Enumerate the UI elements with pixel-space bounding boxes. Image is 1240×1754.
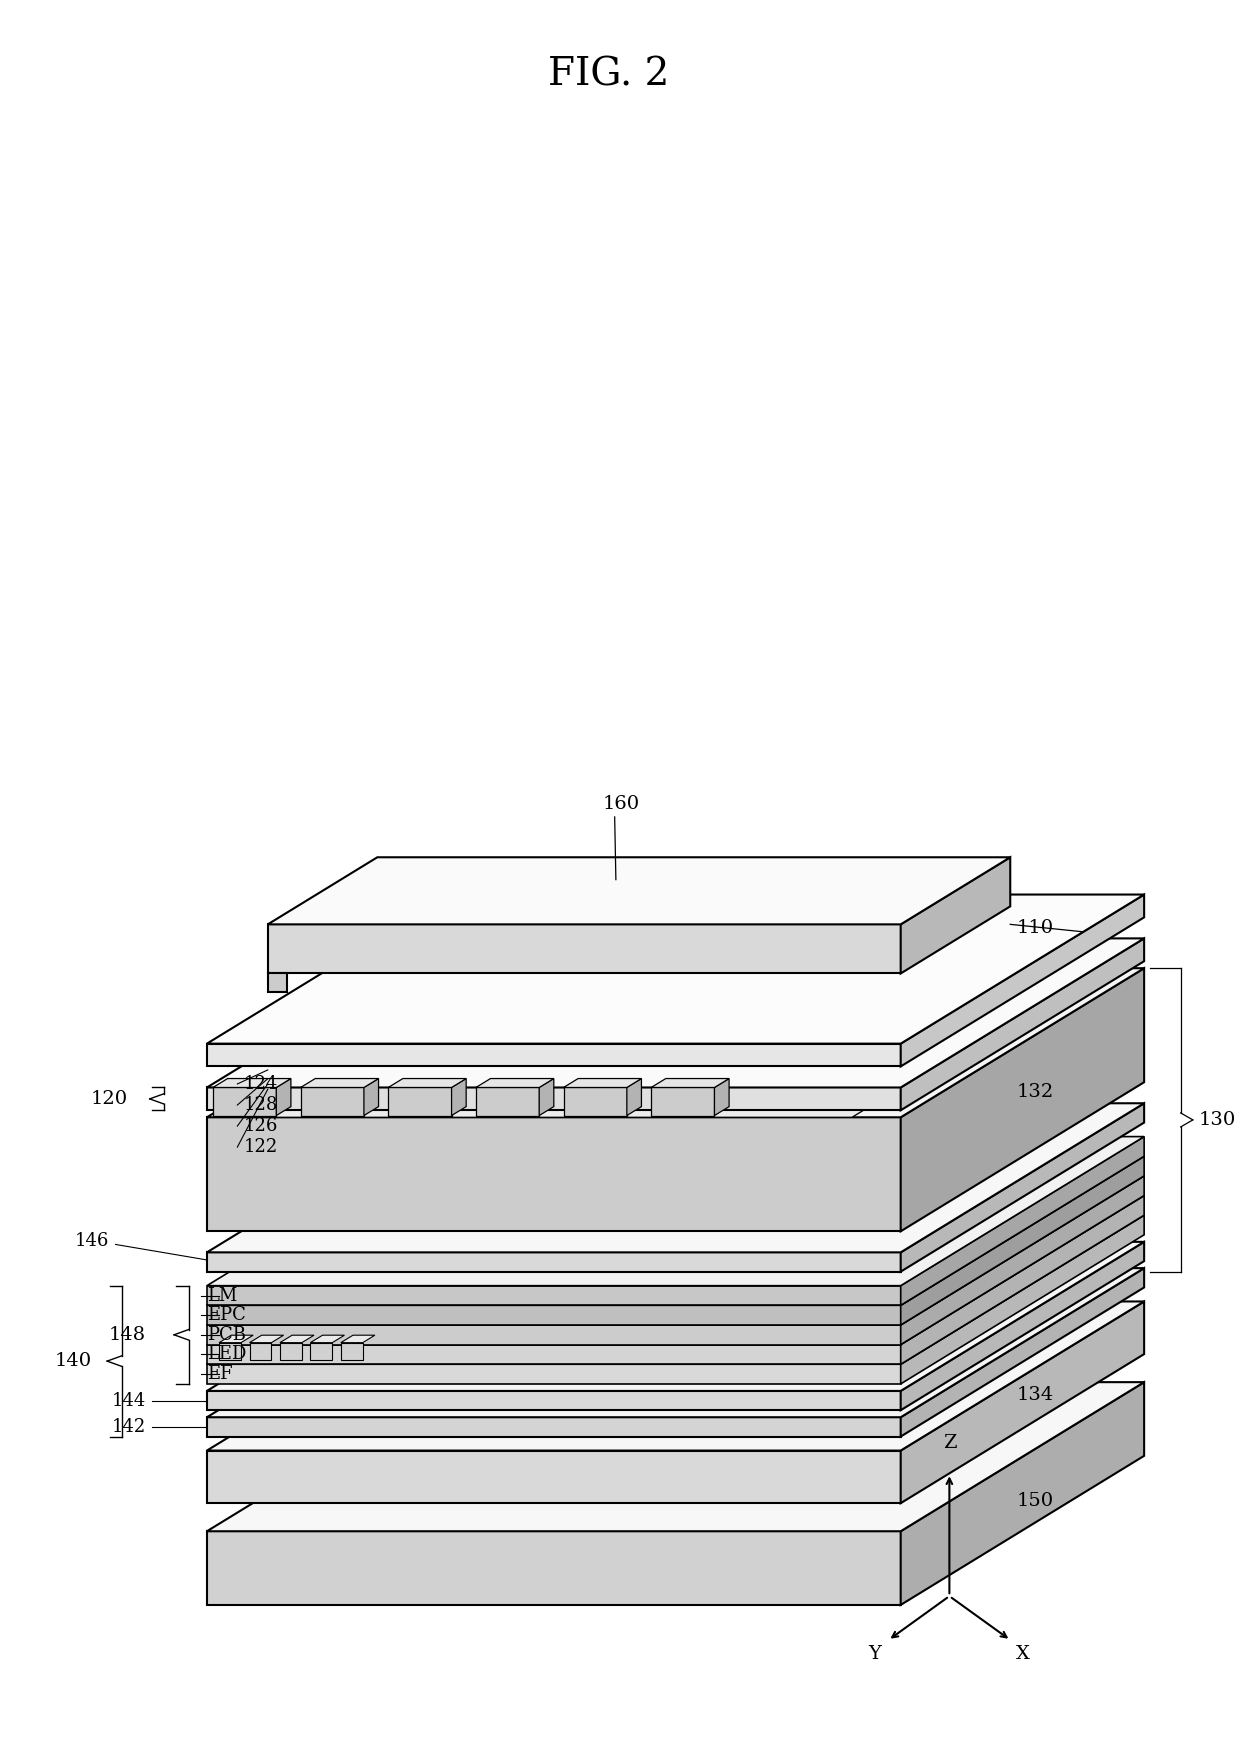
Polygon shape [900, 1103, 1145, 1272]
Polygon shape [207, 1216, 1145, 1365]
Text: 150: 150 [1017, 1493, 1054, 1510]
Polygon shape [207, 1382, 1145, 1531]
Polygon shape [651, 1079, 729, 1087]
Polygon shape [268, 973, 288, 993]
Polygon shape [476, 1087, 539, 1116]
Polygon shape [207, 1252, 900, 1272]
Text: LED: LED [207, 1345, 247, 1363]
Polygon shape [207, 1117, 900, 1231]
Polygon shape [900, 895, 1145, 1066]
Text: 124: 124 [243, 1075, 278, 1093]
Text: 126: 126 [243, 1117, 278, 1135]
Polygon shape [280, 1342, 301, 1361]
Polygon shape [207, 1286, 900, 1305]
Text: Y: Y [868, 1645, 882, 1663]
Polygon shape [900, 1242, 1145, 1410]
Text: 142: 142 [112, 1417, 146, 1437]
Polygon shape [207, 1451, 900, 1503]
Polygon shape [300, 1087, 363, 1116]
Polygon shape [714, 1079, 729, 1116]
Polygon shape [207, 1242, 1145, 1391]
Polygon shape [249, 1342, 272, 1361]
Polygon shape [900, 938, 1145, 1110]
Polygon shape [277, 1079, 291, 1116]
Polygon shape [388, 1079, 466, 1087]
Polygon shape [900, 1156, 1145, 1324]
Text: PCB: PCB [207, 1326, 246, 1344]
Polygon shape [341, 1335, 374, 1342]
Polygon shape [476, 1079, 554, 1087]
Polygon shape [207, 1196, 1145, 1345]
Polygon shape [300, 1079, 378, 1087]
Text: LM: LM [207, 1286, 237, 1305]
Text: EF: EF [207, 1365, 233, 1384]
Polygon shape [563, 1087, 627, 1116]
Polygon shape [207, 1044, 900, 1066]
Polygon shape [207, 1156, 1145, 1305]
Text: 132: 132 [1017, 1084, 1054, 1102]
Polygon shape [268, 858, 1011, 924]
Polygon shape [900, 1301, 1145, 1503]
Polygon shape [207, 1531, 900, 1605]
Polygon shape [900, 1137, 1145, 1305]
Text: EPC: EPC [207, 1307, 246, 1324]
Polygon shape [310, 1335, 345, 1342]
Text: 160: 160 [603, 795, 640, 814]
Polygon shape [255, 991, 1059, 1117]
Polygon shape [280, 1335, 314, 1342]
Text: 110: 110 [1017, 919, 1054, 937]
Polygon shape [388, 1087, 451, 1116]
Polygon shape [207, 1175, 1145, 1324]
Polygon shape [900, 968, 1145, 1231]
Text: 120: 120 [91, 1089, 128, 1109]
Polygon shape [627, 1079, 641, 1116]
Polygon shape [219, 1335, 253, 1342]
Polygon shape [249, 1335, 284, 1342]
Text: Z: Z [942, 1435, 956, 1452]
Polygon shape [451, 1079, 466, 1116]
Polygon shape [207, 938, 1145, 1087]
Text: 144: 144 [112, 1391, 146, 1410]
Text: X: X [1016, 1645, 1029, 1663]
Text: 148: 148 [109, 1326, 146, 1344]
Polygon shape [207, 1301, 1145, 1451]
Polygon shape [207, 1391, 900, 1410]
Polygon shape [207, 1324, 900, 1345]
Polygon shape [207, 1268, 1145, 1417]
Polygon shape [207, 1087, 900, 1110]
Text: 140: 140 [55, 1352, 92, 1370]
Polygon shape [900, 1382, 1145, 1605]
Polygon shape [207, 1305, 900, 1324]
Polygon shape [900, 1196, 1145, 1365]
Text: 134: 134 [1017, 1386, 1054, 1403]
Text: 128: 128 [243, 1096, 278, 1114]
Polygon shape [207, 895, 1145, 1044]
Polygon shape [213, 1079, 291, 1087]
Polygon shape [207, 1417, 900, 1437]
Polygon shape [900, 1268, 1145, 1437]
Polygon shape [207, 1345, 900, 1365]
Polygon shape [341, 1342, 363, 1361]
Text: FIG. 2: FIG. 2 [548, 56, 670, 93]
Polygon shape [539, 1079, 554, 1116]
Polygon shape [207, 968, 1145, 1117]
Polygon shape [363, 1079, 378, 1116]
Text: 122: 122 [243, 1138, 278, 1156]
Polygon shape [207, 1137, 1145, 1286]
Text: 146: 146 [76, 1231, 109, 1251]
Polygon shape [900, 1175, 1145, 1345]
Polygon shape [207, 1103, 1145, 1252]
Polygon shape [213, 1087, 277, 1116]
Polygon shape [310, 1342, 332, 1361]
Polygon shape [268, 924, 900, 973]
Polygon shape [900, 1216, 1145, 1384]
Polygon shape [563, 1079, 641, 1087]
Polygon shape [900, 858, 1011, 973]
Polygon shape [219, 1342, 241, 1361]
Polygon shape [651, 1087, 714, 1116]
Text: 130: 130 [1199, 1110, 1236, 1130]
Polygon shape [207, 1365, 900, 1384]
